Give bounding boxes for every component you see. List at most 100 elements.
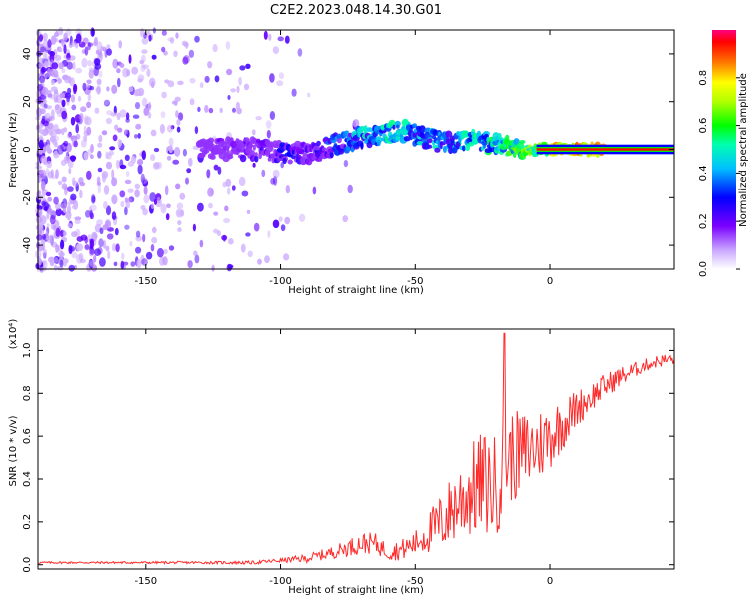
noise-speckle — [89, 248, 95, 255]
noise-speckle — [193, 250, 198, 256]
noise-speckle — [77, 95, 82, 102]
noise-speckle — [141, 49, 148, 54]
noise-speckle — [81, 57, 88, 68]
noise-speckle — [94, 107, 100, 114]
noise-speckle — [176, 209, 180, 215]
noise-speckle — [36, 234, 43, 241]
noise-speckle — [47, 122, 54, 131]
noise-speckle — [119, 63, 125, 68]
noise-speckle — [98, 238, 104, 248]
ridge-blob — [316, 140, 321, 147]
noise-speckle — [137, 158, 144, 166]
noise-speckle — [89, 204, 97, 211]
noise-speckle — [71, 104, 77, 111]
noise-speckle — [57, 144, 64, 155]
ridge-blob — [396, 124, 400, 129]
noise-speckle — [40, 103, 47, 108]
noise-speckle — [62, 230, 67, 237]
noise-speckle — [312, 186, 317, 195]
noise-speckle — [103, 185, 110, 195]
ridge-blob — [462, 133, 470, 138]
noise-speckle — [119, 139, 123, 147]
colorbar-gradient — [712, 30, 736, 269]
noise-speckle — [141, 177, 148, 184]
noise-speckle — [105, 220, 110, 227]
ridge-blob — [322, 147, 327, 152]
noise-speckle — [55, 169, 59, 180]
noise-speckle — [40, 46, 46, 53]
noise-speckle — [141, 150, 146, 161]
noise-speckle — [88, 260, 95, 267]
noise-speckle — [130, 261, 136, 267]
noise-speckle — [253, 222, 260, 232]
noise-speckle — [49, 214, 56, 225]
noise-speckle — [268, 33, 272, 41]
noise-speckle — [272, 46, 280, 54]
colorbar-label: Normalized spectral amplitude — [738, 73, 749, 227]
noise-speckle — [55, 208, 62, 217]
noise-speckle — [72, 180, 79, 187]
y-tick-label: 1.0 — [22, 342, 33, 358]
noise-speckle — [101, 171, 109, 179]
noise-speckle — [46, 223, 50, 228]
ridge-blob — [197, 153, 206, 158]
noise-speckle — [238, 176, 246, 187]
noise-speckle — [185, 177, 189, 185]
noise-speckle — [84, 244, 90, 250]
noise-speckle — [96, 78, 102, 86]
noise-speckle — [226, 68, 233, 76]
noise-speckle — [189, 77, 196, 84]
noise-speckle — [194, 35, 200, 43]
noise-speckle — [38, 129, 45, 135]
noise-speckle — [170, 125, 175, 130]
noise-speckle — [179, 192, 186, 200]
noise-speckle — [42, 87, 49, 96]
noise-speckle — [150, 203, 154, 209]
noise-speckle — [140, 254, 145, 265]
noise-speckle — [117, 127, 123, 133]
spectrogram-ylabel: Frequency (Hz) — [8, 112, 19, 188]
ridge-blob — [207, 137, 215, 144]
noise-speckle — [164, 79, 170, 84]
noise-speckle — [111, 84, 118, 94]
noise-speckle — [197, 202, 204, 212]
noise-speckle — [219, 107, 223, 113]
noise-speckle — [72, 61, 76, 70]
noise-speckle — [70, 40, 77, 47]
ridge-blob — [254, 155, 259, 163]
noise-speckle — [149, 192, 157, 202]
noise-speckle — [63, 257, 68, 267]
noise-speckle — [45, 191, 52, 197]
noise-speckle — [223, 217, 231, 224]
noise-speckle — [298, 213, 306, 222]
noise-speckle — [192, 223, 196, 232]
noise-speckle — [43, 61, 49, 67]
noise-speckle — [111, 211, 117, 220]
noise-speckle — [128, 54, 132, 64]
noise-speckle — [105, 117, 112, 125]
noise-speckle — [236, 85, 240, 93]
noise-speckle — [116, 112, 121, 121]
noise-speckle — [148, 34, 152, 42]
tone-band-core — [536, 148, 674, 151]
noise-speckle — [118, 40, 122, 49]
noise-speckle — [119, 159, 124, 169]
ridge-blob — [465, 144, 471, 151]
ridge-blob — [445, 130, 453, 138]
noise-speckle — [39, 149, 43, 156]
noise-speckle — [121, 252, 125, 260]
ridge-blob — [210, 154, 216, 160]
noise-speckle — [180, 209, 184, 217]
noise-speckle — [117, 77, 121, 88]
noise-speckle — [46, 105, 52, 110]
noise-speckle — [208, 107, 214, 114]
noise-speckle — [222, 234, 227, 242]
noise-speckle — [134, 89, 141, 96]
noise-speckle — [145, 251, 153, 260]
noise-speckle — [93, 254, 97, 263]
noise-speckle — [94, 58, 101, 66]
noise-speckle — [151, 54, 157, 60]
noise-speckle — [45, 144, 51, 153]
noise-speckle — [168, 137, 174, 147]
noise-speckle — [56, 94, 62, 104]
